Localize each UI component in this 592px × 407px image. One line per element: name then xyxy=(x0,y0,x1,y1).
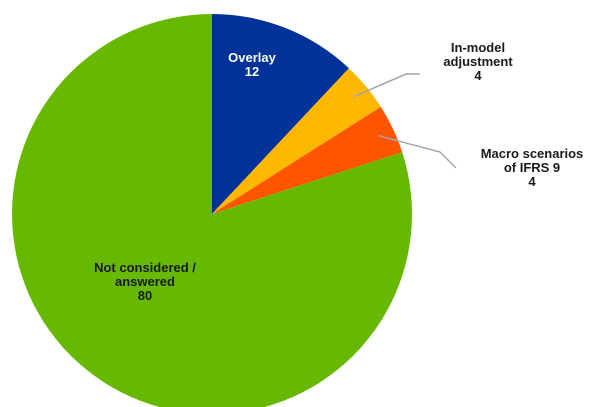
slice-label-0: Overlay 12 xyxy=(228,50,276,79)
slice-value-1: 4 xyxy=(474,68,482,83)
pie-slice-3 xyxy=(12,14,412,407)
slice-label-3: Not considered / answered 80 xyxy=(94,260,196,303)
slice-value-3: 80 xyxy=(138,288,152,303)
pie-slice-0 xyxy=(212,14,349,214)
slice-label-line-0-0: Overlay xyxy=(228,50,276,65)
slice-value-2: 4 xyxy=(528,174,536,189)
slice-label-line-1-1: adjustment xyxy=(443,54,513,69)
slice-value-0: 12 xyxy=(245,64,259,79)
pie-slice-2 xyxy=(212,106,403,214)
slice-label-line-2-1: of IFRS 9 xyxy=(504,160,560,175)
leader-line-2 xyxy=(378,134,457,169)
slice-label-1: In-model adjustment 4 xyxy=(443,40,513,83)
slice-label-line-2-0: Macro scenarios xyxy=(481,146,584,161)
pie-slice-1 xyxy=(212,68,381,215)
leader-line-1 xyxy=(353,73,420,98)
slice-label-line-1-0: In-model xyxy=(451,40,505,55)
slice-label-line-3-0: Not considered / xyxy=(94,260,196,275)
slice-label-line-3-1: answered xyxy=(115,274,175,289)
